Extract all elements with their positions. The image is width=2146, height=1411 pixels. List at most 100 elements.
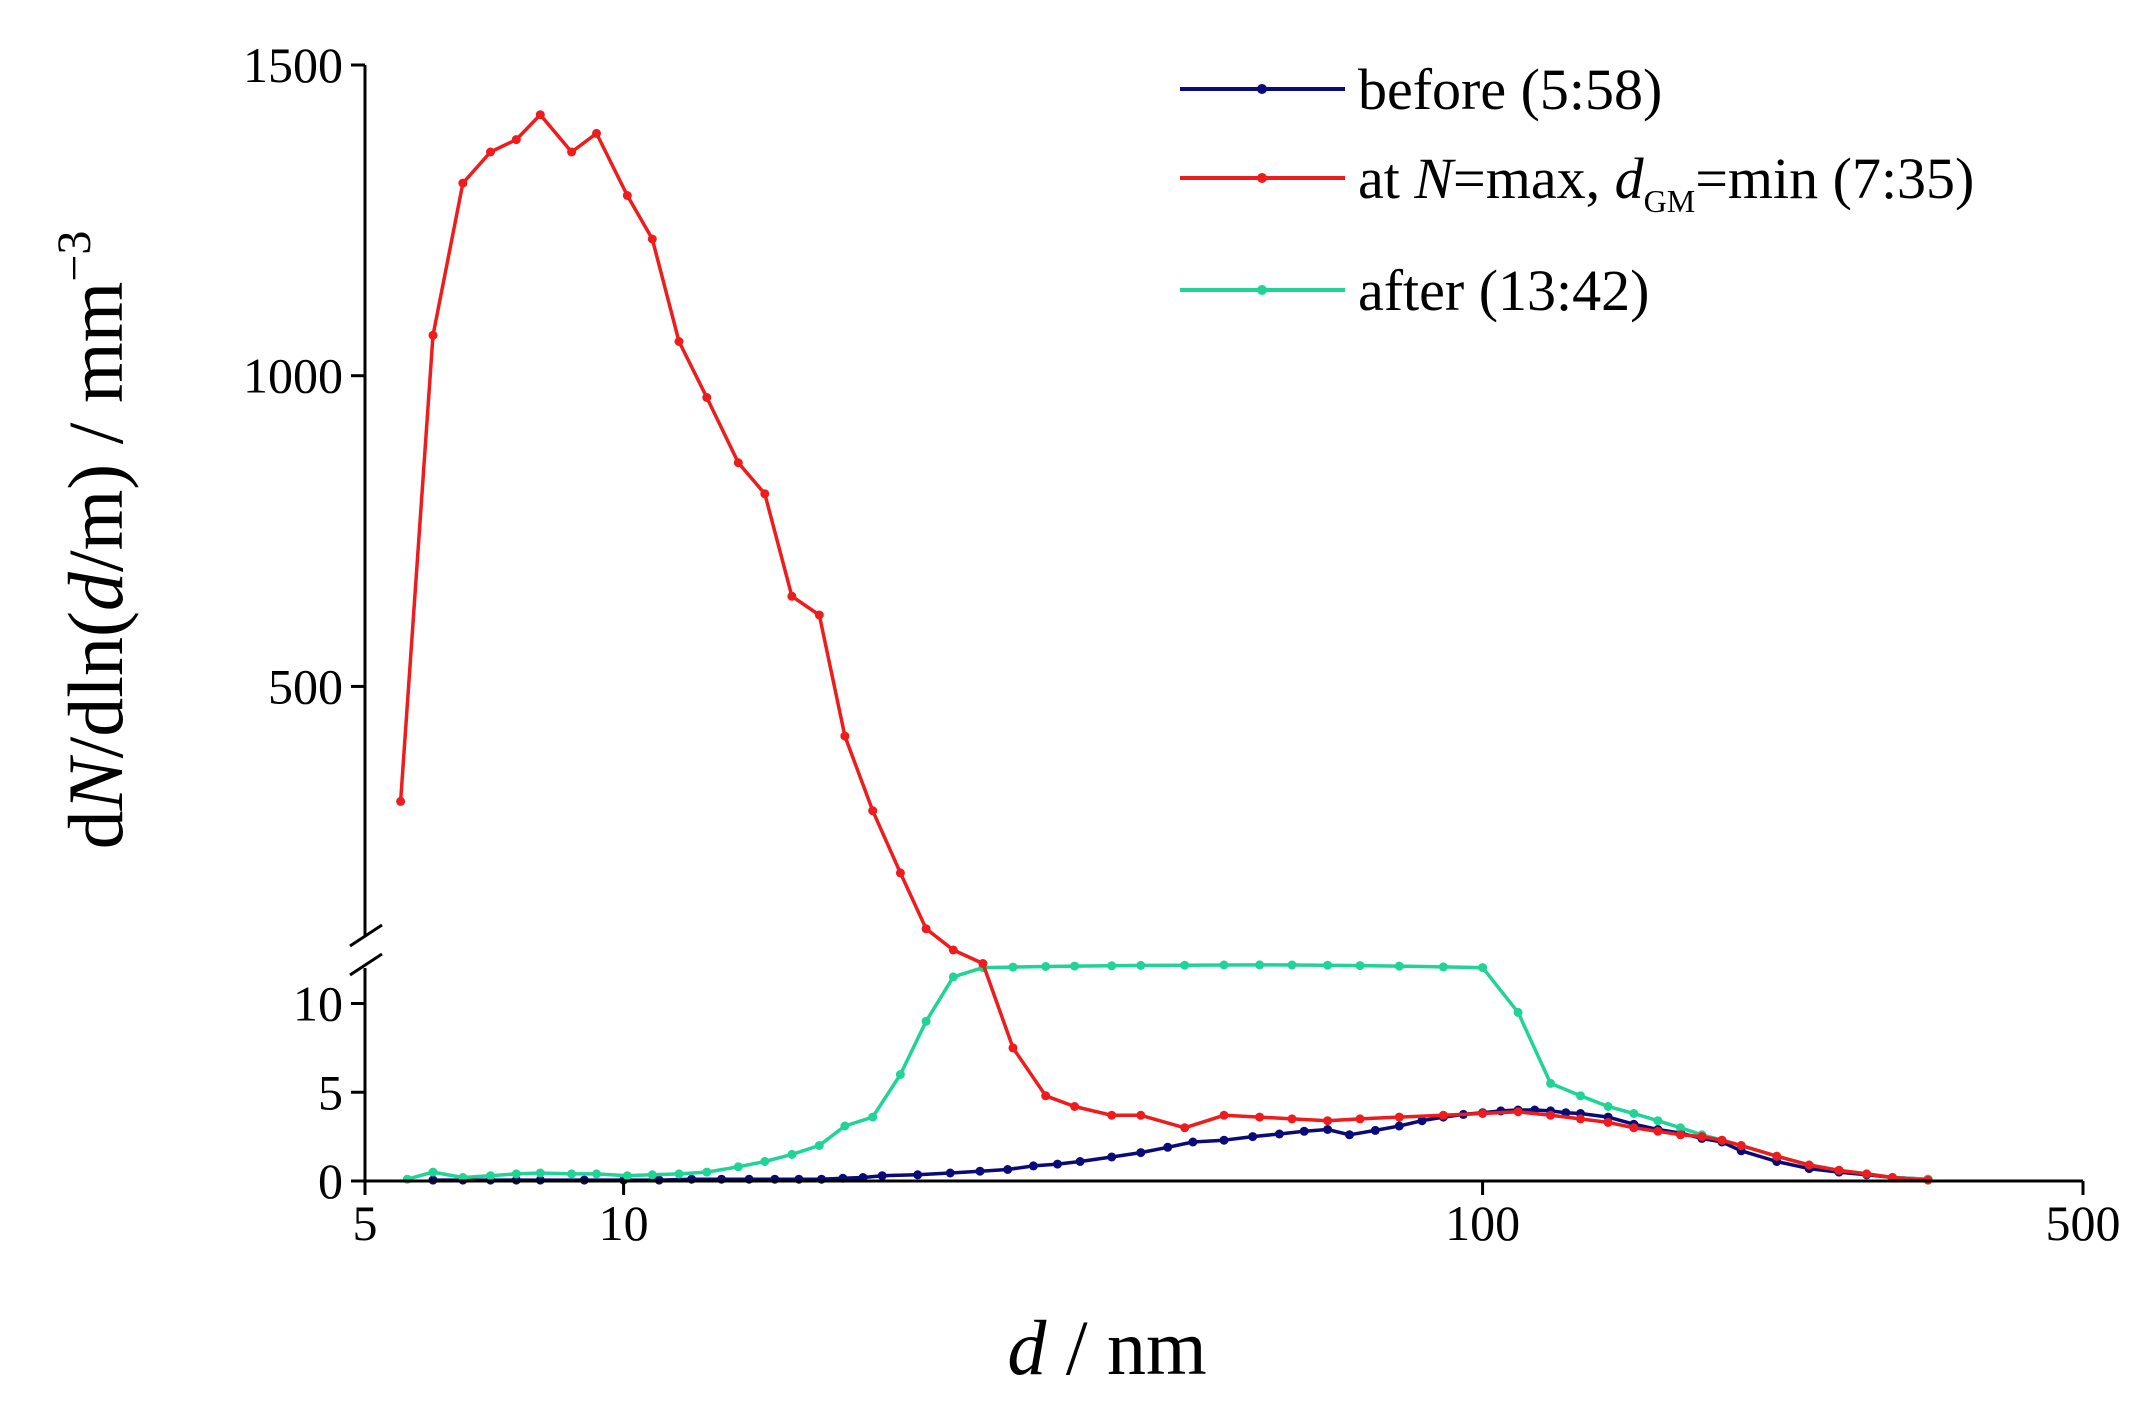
data-point [1676,1130,1685,1140]
legend: before (5:58) at N=max, dGM=min (7:35) a… [1180,57,1974,323]
series-line-1 [398,112,1929,1182]
data-point [948,972,958,982]
data-point [1287,1114,1297,1124]
legend-label-before: before (5:58) [1358,57,1662,122]
x-tick-label: 10 [599,1195,649,1251]
data-point [1255,960,1265,970]
data-point [396,796,406,806]
legend-marker-nmax [1257,173,1267,183]
legend-label-nmax: at N=max, dGM=min (7:35) [1358,146,1974,219]
data-point [592,128,601,138]
axes-layer [349,65,2083,1183]
data-point [1862,1169,1872,1179]
data-point [1603,1102,1613,1111]
data-point [814,1141,824,1150]
data-point [948,945,958,955]
data-point [702,1167,712,1177]
axis-break-mark-lower [349,952,383,977]
data-point [868,1112,878,1122]
x-tick-label: 5 [353,1195,378,1251]
data-point [1561,1108,1571,1118]
data-point [1219,960,1229,970]
data-point [1028,1161,1038,1171]
data-point [702,393,712,402]
legend-entry-nmax: at N=max, dGM=min (7:35) [1180,146,1974,219]
data-point [787,1149,797,1159]
data-point [1188,1137,1198,1147]
data-point [1804,1160,1814,1170]
x-tick-label: 500 [2046,1195,2121,1251]
data-point [1478,1109,1488,1118]
data-point [592,1169,601,1179]
data-point [1053,1159,1062,1169]
data-point [458,178,468,188]
data-point [1345,1130,1354,1140]
data-point [921,924,931,934]
data-point [1355,961,1365,971]
data-point [1323,960,1333,970]
data-point [1041,1091,1051,1101]
data-point [868,806,878,816]
data-point [1370,1125,1380,1135]
data-point [1041,962,1051,971]
data-point [895,868,905,878]
data-point [674,1169,684,1179]
data-point [567,1169,577,1179]
data-point [1070,1102,1080,1111]
data-point [1394,961,1404,971]
data-point [840,1121,850,1131]
data-point [428,330,438,340]
data-point [1478,963,1488,973]
data-point [1438,1110,1448,1120]
data-point [1070,961,1080,971]
data-point [760,1157,770,1166]
data-point [1438,962,1448,972]
data-point [787,591,797,601]
series-line-0 [433,1108,1929,1182]
series-line-2 [406,963,1929,1181]
data-point [535,110,545,120]
data-point [1003,1165,1013,1174]
data-point [1772,1151,1782,1161]
data-point [1629,1109,1639,1118]
data-point [895,1070,905,1079]
data-point [733,1162,743,1172]
x-axis-title: d / nm [1007,1304,1206,1391]
series-layer [396,110,1933,1185]
data-point [913,1170,923,1180]
data-point [1546,1078,1556,1088]
y-tick-label: 0 [318,1153,343,1209]
data-point [1629,1123,1639,1133]
data-point [1576,1091,1585,1101]
data-point [1546,1110,1556,1120]
data-point [1417,1116,1427,1126]
data-point [1513,1107,1523,1117]
data-point [622,191,632,200]
data-point [1163,1142,1173,1152]
legend-marker-after [1257,285,1267,295]
axis-break-mark-upper [349,923,383,948]
data-point [1107,1110,1117,1120]
y-axis-title: dN/dln(d/m) / mm−3 [48,231,139,850]
data-point [1180,960,1190,970]
data-point [733,458,743,468]
data-point [814,610,824,620]
data-point [1736,1141,1746,1150]
data-point [1219,1135,1229,1145]
y-tick-label: 10 [293,976,343,1032]
data-point [428,1167,438,1177]
data-point [1603,1117,1613,1127]
data-point [674,337,684,346]
data-point [921,1016,931,1026]
data-point [486,147,495,157]
data-point [1676,1123,1685,1133]
data-point [840,731,850,741]
data-point [1008,1043,1018,1053]
data-point [1717,1135,1727,1145]
data-point [486,1171,495,1181]
data-point [1394,1112,1404,1122]
data-point [1274,1129,1284,1139]
data-point [1107,1152,1117,1162]
